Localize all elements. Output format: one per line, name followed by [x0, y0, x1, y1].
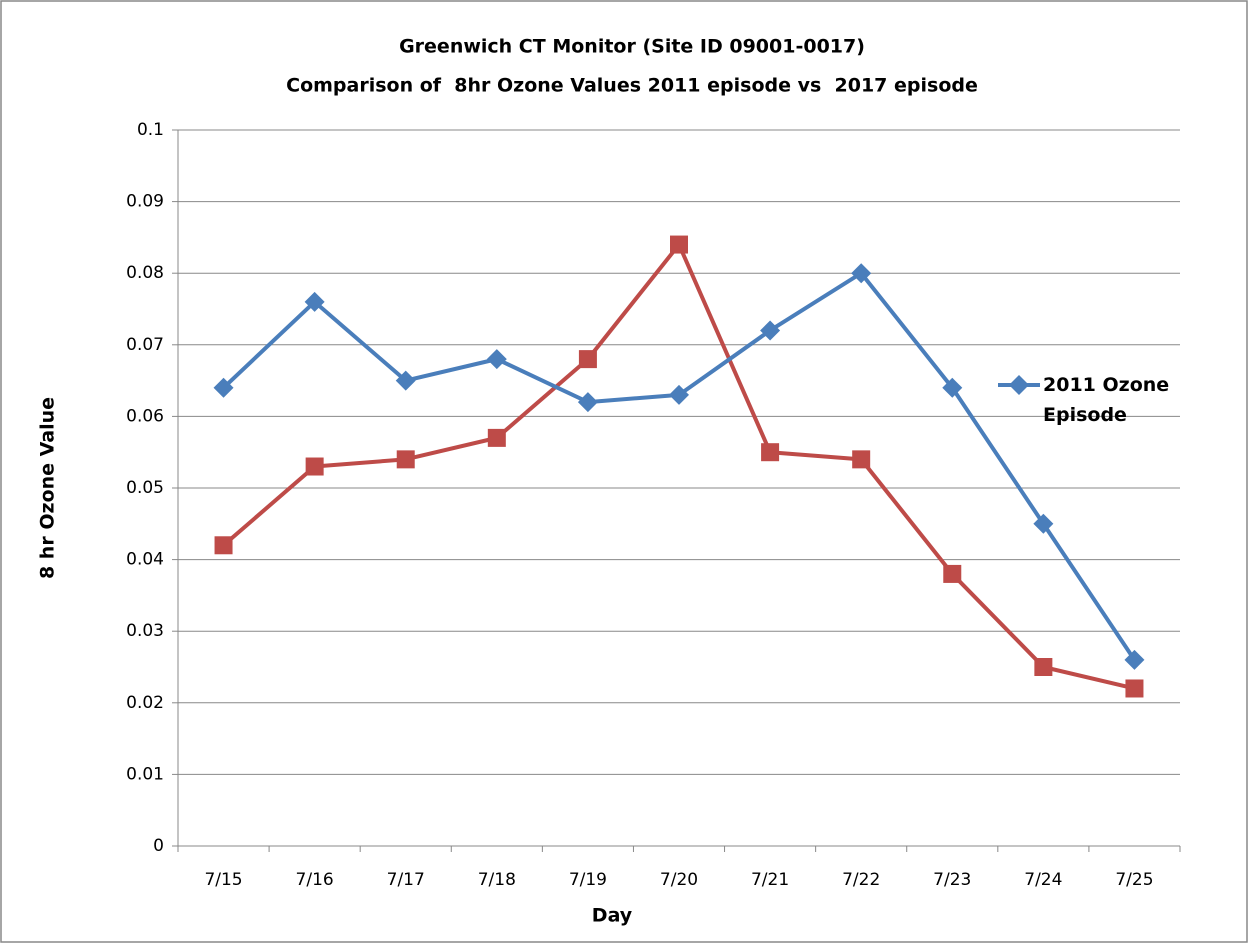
- x-axis-label: Day: [592, 905, 633, 927]
- data-point: [852, 450, 871, 469]
- y-axis-label: 8 hr Ozone Value: [37, 397, 59, 579]
- series-line: [222, 271, 1137, 661]
- data-point: [851, 263, 872, 284]
- data-point: [395, 370, 416, 391]
- data-point: [213, 377, 234, 398]
- y-tick-label: 0.08: [126, 263, 164, 283]
- y-tick-label: 0.06: [126, 406, 164, 426]
- data-point: [1124, 649, 1145, 670]
- data-point: [760, 320, 781, 341]
- x-tick-label: 7/16: [296, 870, 334, 890]
- data-point: [670, 235, 688, 254]
- data-point: [669, 384, 689, 405]
- data-point: [943, 564, 962, 583]
- data-point: [214, 536, 233, 555]
- x-tick-label: 7/24: [1024, 870, 1062, 890]
- data-point: [1034, 658, 1053, 676]
- data-point: [1125, 679, 1144, 698]
- x-tick-label: 7/19: [569, 870, 607, 890]
- y-tick-label: 0: [153, 836, 164, 856]
- data-point: [578, 350, 597, 369]
- x-tick-label: 7/21: [751, 870, 789, 890]
- data-point: [487, 428, 506, 447]
- x-tick-label: 7/18: [478, 870, 516, 890]
- y-tick-label: 0.01: [126, 764, 164, 784]
- x-tick-label: 7/17: [387, 870, 425, 890]
- y-tick-label: 0.1: [137, 120, 164, 140]
- y-tick-label: 0.09: [126, 192, 164, 212]
- data-point: [486, 349, 507, 370]
- data-point: [942, 377, 963, 398]
- data-point: [577, 392, 598, 413]
- data-point: [761, 443, 780, 462]
- chart-title: Greenwich CT Monitor (Site ID 09001-0017…: [399, 36, 865, 58]
- data-point: [1033, 513, 1054, 534]
- x-tick-label: 7/25: [1115, 870, 1153, 890]
- series-line: [222, 242, 1135, 691]
- y-tick-label: 0.04: [126, 550, 164, 570]
- x-tick-label: 7/23: [933, 870, 971, 890]
- data-point: [304, 291, 325, 312]
- y-tick-label: 0.07: [126, 335, 164, 355]
- y-tick-label: 0.05: [126, 478, 164, 498]
- data-point: [396, 450, 415, 469]
- x-tick-label: 7/22: [842, 870, 880, 890]
- data-point: [305, 457, 324, 476]
- x-tick-label: 7/15: [204, 870, 242, 890]
- legend-label: 2011 Ozone Episode: [1043, 374, 1170, 426]
- chart-subtitle: Comparison of 8hr Ozone Values 2011 epis…: [286, 75, 978, 97]
- legend-marker: [1009, 375, 1029, 395]
- y-tick-label: 0.02: [126, 693, 164, 713]
- y-tick-label: 0.03: [126, 621, 164, 641]
- x-tick-label: 7/20: [660, 870, 698, 890]
